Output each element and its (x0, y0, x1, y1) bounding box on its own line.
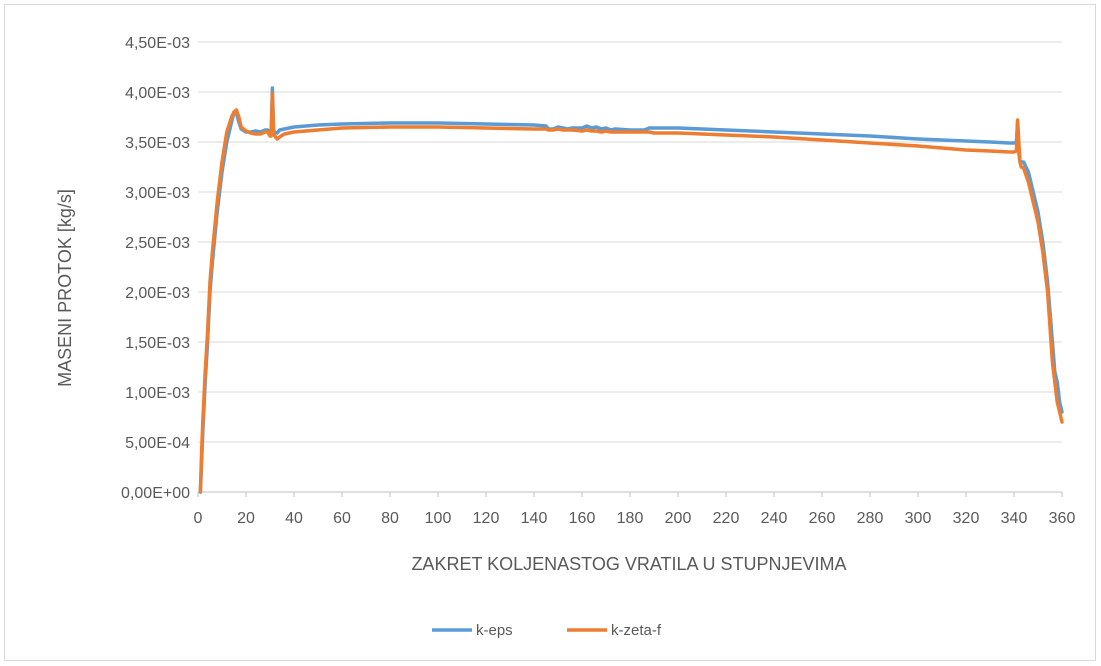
x-tick-label: 360 (1049, 510, 1076, 527)
y-tick-label: 1,00E-03 (125, 385, 190, 402)
y-tick-label: 0,00E+00 (121, 485, 190, 502)
x-tick-label: 280 (857, 510, 884, 527)
chart-frame (4, 4, 1096, 661)
gridlines (198, 41, 1062, 443)
x-tick-label: 80 (381, 510, 399, 527)
x-tick-label: 220 (713, 510, 740, 527)
x-tick-label: 0 (194, 510, 203, 527)
x-tick-label: 240 (761, 510, 788, 527)
y-tick-label: 2,50E-03 (125, 235, 190, 252)
x-tick-label: 200 (665, 510, 692, 527)
x-tick-label: 100 (425, 510, 452, 527)
x-axis-title: ZAKRET KOLJENASTOG VRATILA U STUPNJEVIMA (411, 554, 846, 574)
y-tick-label: 2,00E-03 (125, 285, 190, 302)
legend: k-eps k-zeta-f (432, 622, 662, 639)
x-tick-label: 340 (1001, 510, 1028, 527)
y-tick-label: 5,00E-04 (125, 435, 190, 452)
y-axis-title: MASENI PROTOK [kg/s] (55, 189, 75, 387)
y-tick-label: 3,00E-03 (125, 185, 190, 202)
y-tick-label: 1,50E-03 (125, 335, 190, 352)
x-tick-label: 20 (237, 510, 255, 527)
y-tick-label: 4,00E-03 (125, 85, 190, 102)
x-tick-label: 260 (809, 510, 836, 527)
x-tick-label: 120 (473, 510, 500, 527)
x-tick-label: 320 (953, 510, 980, 527)
x-tick-label: 180 (617, 510, 644, 527)
x-axis (197, 491, 1063, 497)
legend-label: k-eps (476, 622, 513, 639)
x-tick-label: 300 (905, 510, 932, 527)
x-tick-label: 60 (333, 510, 351, 527)
y-tick-label: 3,50E-03 (125, 135, 190, 152)
legend-label: k-zeta-f (611, 622, 662, 639)
x-tick-labels: 0 20 40 60 80 100 120 140 160 180 200 220 240 260 280 3… (194, 510, 1076, 527)
series-line-k-zeta-f (198, 91, 1064, 494)
y-tick-label: 4,50E-03 (125, 35, 190, 52)
series-layer (198, 86, 1064, 494)
x-tick-label: 160 (569, 510, 596, 527)
x-tick-label: 40 (285, 510, 303, 527)
x-tick-label: 140 (521, 510, 548, 527)
y-tick-labels: 0,00E+00 5,00E-04 1,00E-03 1,50E-03 2,00E-03… (121, 35, 190, 502)
